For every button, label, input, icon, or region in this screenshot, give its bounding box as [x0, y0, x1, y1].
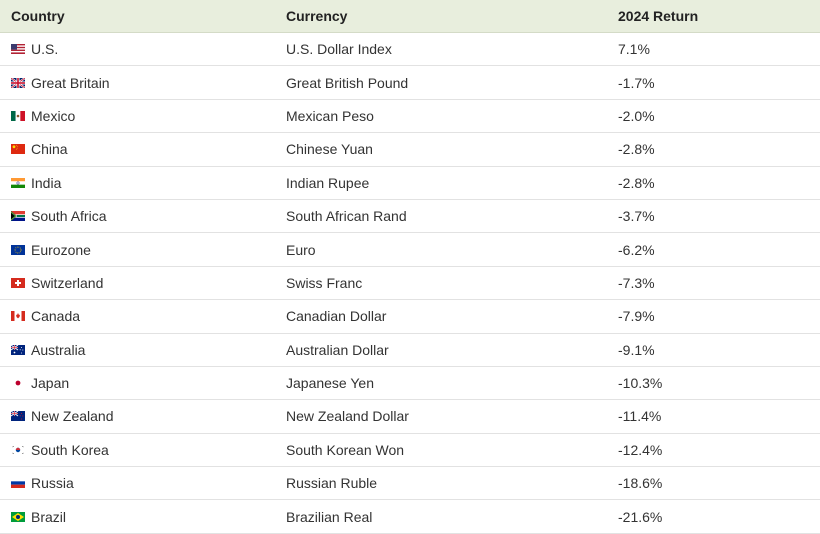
country-name: U.S.	[31, 41, 59, 58]
table-row: China Chinese Yuan -2.8%	[0, 132, 820, 167]
country-column-header[interactable]: Country	[0, 0, 275, 33]
return-cell: -9.1%	[607, 333, 820, 367]
return-cell: -2.8%	[607, 132, 820, 167]
table-row: Japan Japanese Yen -10.3%	[0, 366, 820, 401]
currency-cell: Great British Pound	[275, 65, 607, 100]
country-name: India	[31, 174, 62, 191]
jp-flag-icon	[11, 378, 25, 389]
nz-flag-icon	[11, 411, 25, 422]
currency-cell: Australian Dollar	[275, 333, 607, 367]
table-row: Switzerland Swiss Franc -7.3%	[0, 266, 820, 301]
currency-cell: Japanese Yen	[275, 366, 607, 401]
country-name: Japan	[31, 375, 70, 392]
currency-cell: Mexican Peso	[275, 99, 607, 134]
au-flag-icon	[11, 344, 25, 355]
country-cell: Great Britain	[0, 65, 275, 100]
return-cell: -12.4%	[607, 433, 820, 468]
country-cell: South Korea	[0, 433, 275, 468]
currency-cell: Chinese Yuan	[275, 132, 607, 167]
return-cell: -6.2%	[607, 232, 820, 267]
currency-cell: Indian Rupee	[275, 166, 607, 200]
table-row: Mexico Mexican Peso -2.0%	[0, 99, 820, 134]
cn-flag-icon	[11, 144, 25, 155]
mx-flag-icon	[11, 110, 25, 121]
return-cell: -1.7%	[607, 65, 820, 100]
currency-cell: South African Rand	[275, 199, 607, 234]
table-header: Country Currency 2024 Return	[0, 0, 820, 33]
return-cell: -21.6%	[607, 499, 820, 534]
table-body: U.S. U.S. Dollar Index 7.1% Great Britai…	[0, 32, 820, 534]
table-row: Eurozone Euro -6.2%	[0, 232, 820, 267]
country-cell: New Zealand	[0, 399, 275, 434]
country-cell: Canada	[0, 299, 275, 334]
currency-cell: South Korean Won	[275, 433, 607, 468]
country-cell: Russia	[0, 466, 275, 501]
country-name: China	[31, 141, 68, 158]
return-cell: 7.1%	[607, 32, 820, 67]
currency-cell: U.S. Dollar Index	[275, 32, 607, 67]
table-row: U.S. U.S. Dollar Index 7.1%	[0, 32, 820, 67]
country-cell: Japan	[0, 366, 275, 401]
country-cell: Eurozone	[0, 232, 275, 267]
currency-cell: Swiss Franc	[275, 266, 607, 301]
currency-cell: Canadian Dollar	[275, 299, 607, 334]
currency-cell: Russian Ruble	[275, 466, 607, 501]
currency-cell: Brazilian Real	[275, 499, 607, 534]
table-row: Brazil Brazilian Real -21.6%	[0, 499, 820, 534]
country-name: Canada	[31, 308, 81, 325]
country-name: Russia	[31, 475, 74, 492]
country-name: New Zealand	[31, 408, 114, 425]
ch-flag-icon	[11, 277, 25, 288]
country-name: South Korea	[31, 441, 109, 458]
country-name: Brazil	[31, 508, 67, 525]
country-name: Eurozone	[31, 241, 91, 258]
za-flag-icon	[11, 211, 25, 222]
return-cell: -2.0%	[607, 99, 820, 134]
country-name: Great Britain	[31, 74, 110, 91]
table-row: Great Britain Great British Pound -1.7%	[0, 65, 820, 100]
table-row: New Zealand New Zealand Dollar -11.4%	[0, 399, 820, 434]
eu-flag-icon	[11, 244, 25, 255]
table-row: South Africa South African Rand -3.7%	[0, 199, 820, 234]
return-cell: -18.6%	[607, 466, 820, 501]
table-row: Canada Canadian Dollar -7.9%	[0, 299, 820, 334]
country-name: South Africa	[31, 208, 107, 225]
currency-cell: Euro	[275, 232, 607, 267]
country-name: Switzerland	[31, 274, 104, 291]
country-cell: Australia	[0, 333, 275, 367]
country-cell: China	[0, 132, 275, 167]
table-row: India Indian Rupee -2.8%	[0, 166, 820, 200]
currency-column-header[interactable]: Currency	[275, 0, 607, 33]
return-cell: -11.4%	[607, 399, 820, 434]
table-row: South Korea South Korean Won -12.4%	[0, 433, 820, 468]
return-cell: -7.3%	[607, 266, 820, 301]
country-name: Mexico	[31, 107, 76, 124]
country-cell: Switzerland	[0, 266, 275, 301]
br-flag-icon	[11, 511, 25, 522]
table-row: Australia Australian Dollar -9.1%	[0, 333, 820, 367]
return-cell: -10.3%	[607, 366, 820, 401]
table-row: Russia Russian Ruble -18.6%	[0, 466, 820, 501]
kr-flag-icon	[11, 444, 25, 455]
return-cell: -2.8%	[607, 166, 820, 200]
country-cell: South Africa	[0, 199, 275, 234]
country-cell: India	[0, 166, 275, 200]
currency-cell: New Zealand Dollar	[275, 399, 607, 434]
in-flag-icon	[11, 177, 25, 188]
country-cell: Mexico	[0, 99, 275, 134]
us-flag-icon	[11, 44, 25, 55]
country-cell: Brazil	[0, 499, 275, 534]
ca-flag-icon	[11, 311, 25, 322]
country-name: Australia	[31, 341, 86, 358]
gb-flag-icon	[11, 77, 25, 88]
return-cell: -3.7%	[607, 199, 820, 234]
country-cell: U.S.	[0, 32, 275, 67]
return-column-header[interactable]: 2024 Return	[607, 0, 820, 33]
header-row: Country Currency 2024 Return	[0, 0, 820, 33]
ru-flag-icon	[11, 478, 25, 489]
return-cell: -7.9%	[607, 299, 820, 334]
